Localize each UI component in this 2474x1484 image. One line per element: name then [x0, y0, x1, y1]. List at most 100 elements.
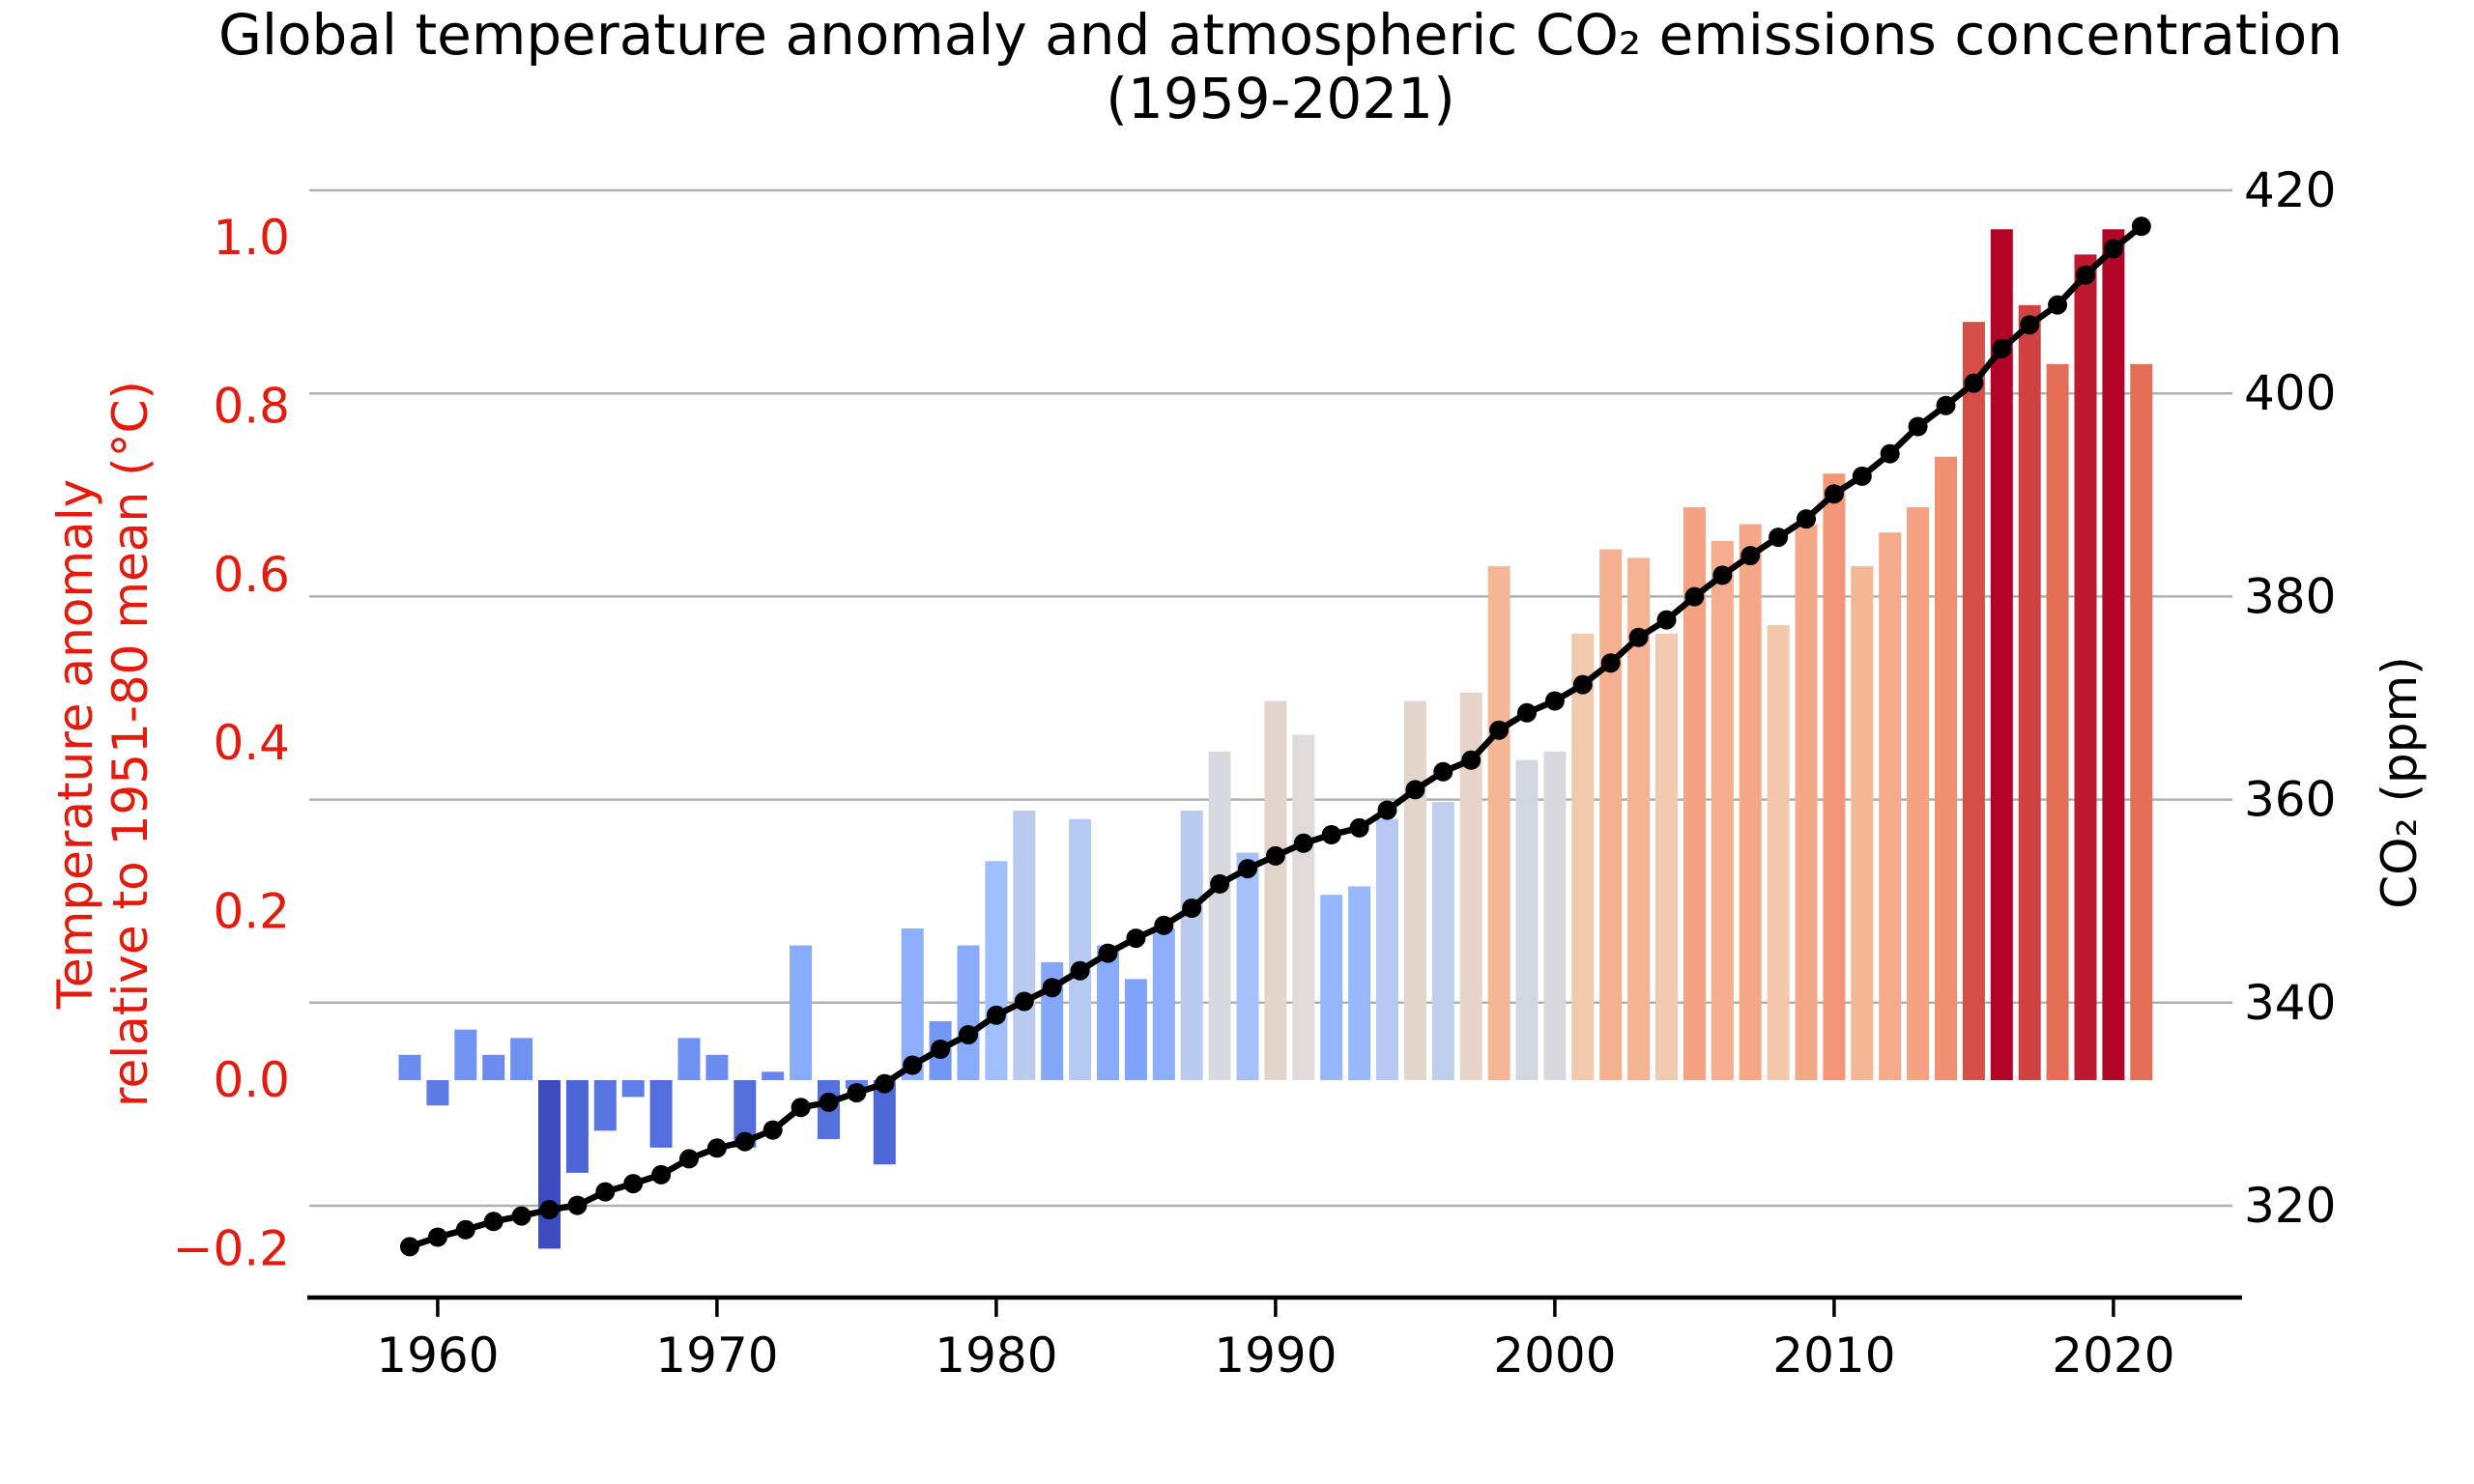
- temp-bar-1977: [901, 928, 924, 1080]
- temp-bar-1959: [398, 1054, 421, 1080]
- temp-bar-1993: [1348, 886, 1371, 1080]
- temp-bar-2014: [1935, 456, 1957, 1080]
- co2-marker-2012: [1880, 443, 1900, 464]
- left-tick-label-−0.2: −0.2: [173, 1220, 290, 1276]
- temp-bar-1979: [957, 945, 980, 1080]
- temp-bar-1963: [510, 1038, 533, 1080]
- x-axis: [307, 1295, 2242, 1317]
- co2-marker-2006: [1712, 565, 1733, 585]
- temp-bar-2005: [1683, 507, 1706, 1080]
- temp-bar-2011: [1851, 566, 1874, 1080]
- co2-marker-2005: [1684, 586, 1705, 607]
- co2-marker-2016: [1992, 338, 2012, 358]
- co2-marker-2017: [2020, 315, 2040, 335]
- temp-bar-1988: [1208, 751, 1231, 1080]
- co2-marker-1964: [539, 1200, 560, 1219]
- co2-marker-1977: [903, 1055, 923, 1075]
- co2-marker-1963: [511, 1206, 532, 1226]
- co2-marker-1979: [959, 1025, 978, 1044]
- co2-marker-1990: [1265, 845, 1285, 866]
- co2-marker-1999: [1517, 702, 1537, 723]
- co2-marker-1968: [651, 1164, 672, 1184]
- temp-bar-1968: [649, 1080, 673, 1148]
- co2-marker-2007: [1740, 546, 1761, 566]
- temp-bar-1987: [1180, 811, 1203, 1080]
- x-tick-label-2020: 2020: [2052, 1327, 2174, 1384]
- co2-marker-1998: [1489, 720, 1510, 740]
- co2-marker-2003: [1628, 627, 1649, 647]
- temp-bar-2002: [1599, 549, 1623, 1080]
- co2-marker-2018: [2048, 295, 2068, 315]
- co2-marker-1965: [567, 1195, 588, 1215]
- co2-marker-2015: [1964, 373, 1984, 393]
- co2-marker-2010: [1824, 484, 1844, 504]
- temp-bar-1969: [677, 1038, 701, 1080]
- co2-marker-1981: [1014, 991, 1034, 1012]
- co2-marker-1991: [1293, 833, 1313, 853]
- co2-marker-1983: [1070, 960, 1090, 981]
- co2-marker-1989: [1238, 859, 1257, 879]
- co2-marker-1984: [1098, 943, 1118, 963]
- left-axis-label-line2: relative to 1951-80 mean (°C): [102, 381, 158, 1107]
- temp-bar-1991: [1292, 734, 1315, 1080]
- temp-bar-1973: [790, 945, 813, 1080]
- temp-bar-1984: [1097, 945, 1119, 1080]
- temp-bar-1966: [593, 1080, 617, 1131]
- temp-bar-2017: [2018, 304, 2041, 1080]
- temp-bar-1994: [1376, 818, 1398, 1080]
- co2-marker-2009: [1797, 509, 1816, 529]
- tick-labels: 1.0 0.8 0.6 0.4 0.2 0.0 −0.2 420 400 380 360 340 320…: [173, 162, 2337, 1384]
- temp-bar-2001: [1571, 633, 1595, 1080]
- chart-title-line2: (1959-2021): [1106, 66, 1454, 131]
- x-tick-label-1980: 1980: [935, 1327, 1057, 1384]
- co2-marker-1980: [986, 1005, 1006, 1025]
- x-tick-label-1970: 1970: [655, 1327, 778, 1384]
- co2-marker-1996: [1433, 761, 1453, 782]
- co2-marker-1988: [1210, 873, 1230, 894]
- co2-marker-1982: [1042, 978, 1062, 998]
- temp-bar-1983: [1069, 818, 1092, 1080]
- temp-bar-1967: [621, 1080, 645, 1098]
- co2-marker-1994: [1377, 800, 1397, 820]
- co2-marker-2011: [1852, 466, 1872, 486]
- temp-bar-2019: [2074, 254, 2097, 1080]
- x-tick-label-2000: 2000: [1493, 1327, 1616, 1384]
- co2-marker-1997: [1461, 750, 1482, 770]
- co2-marker-1959: [400, 1237, 419, 1257]
- temp-bar-1989: [1236, 852, 1259, 1080]
- co2-marker-1970: [706, 1138, 727, 1158]
- right-axis-label: CO₂ (ppm): [2372, 656, 2428, 908]
- temp-bar-1992: [1320, 895, 1343, 1080]
- co2-marker-1987: [1182, 899, 1202, 918]
- temp-bar-1971: [734, 1080, 757, 1148]
- co2-marker-2000: [1544, 691, 1565, 711]
- temp-bar-1972: [762, 1071, 785, 1080]
- temp-bar-2007: [1739, 524, 1762, 1080]
- co2-marker-1985: [1126, 928, 1146, 949]
- temp-bar-2003: [1627, 557, 1651, 1080]
- co2-marker-2020: [2103, 239, 2123, 259]
- co2-line-series: [400, 216, 2151, 1257]
- temp-bar-1965: [565, 1080, 589, 1173]
- right-tick-label-320: 320: [2244, 1178, 2336, 1234]
- temp-bar-1981: [1013, 811, 1036, 1080]
- left-axis-label-line1: Temperature anomaly: [47, 479, 103, 1010]
- temp-bar-1962: [482, 1054, 505, 1080]
- chart-title-line1: Global temperature anomaly and atmospher…: [218, 2, 2343, 68]
- temp-bar-2021: [2130, 363, 2153, 1080]
- temp-bar-1997: [1459, 692, 1482, 1080]
- temp-bar-2013: [1907, 507, 1930, 1080]
- co2-marker-1975: [847, 1083, 867, 1103]
- temp-bar-2006: [1711, 540, 1734, 1080]
- temp-bar-1986: [1152, 928, 1175, 1080]
- co2-marker-1986: [1154, 915, 1174, 935]
- co2-marker-1992: [1321, 825, 1341, 844]
- co2-marker-1961: [455, 1219, 475, 1240]
- co2-marker-1973: [791, 1098, 811, 1118]
- temp-bar-1970: [705, 1054, 729, 1080]
- co2-marker-1993: [1349, 817, 1369, 838]
- temp-bar-2004: [1655, 633, 1678, 1080]
- temp-bar-1980: [985, 861, 1008, 1080]
- temp-bar-2000: [1543, 751, 1567, 1080]
- co2-marker-2001: [1572, 674, 1593, 695]
